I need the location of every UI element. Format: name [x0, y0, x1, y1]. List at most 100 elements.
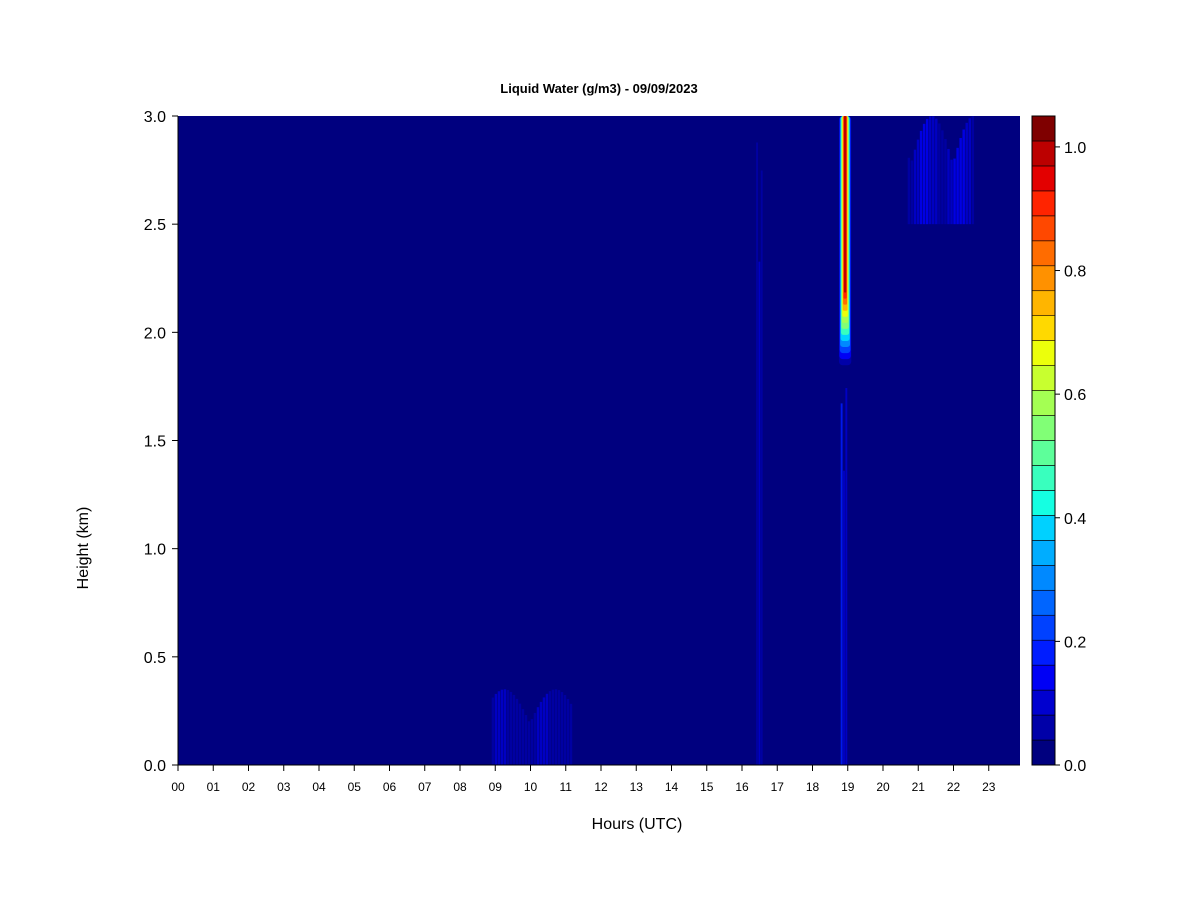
weak-echo-streak	[548, 691, 552, 765]
colorbar-swatch	[1031, 215, 1056, 242]
weak-echo-streak	[539, 701, 543, 765]
weak-echo-streak	[566, 699, 570, 765]
x-tick-label: 16	[735, 780, 749, 794]
colorbar-swatch	[1031, 165, 1056, 192]
weak-echo-streak	[536, 707, 540, 765]
weak-echo-streak	[971, 116, 975, 225]
plot-area	[178, 116, 1020, 765]
colorbar-tick-label: 0.2	[1064, 634, 1086, 651]
x-tick-label: 10	[524, 780, 538, 794]
colorbar-swatch	[1031, 415, 1056, 441]
x-tick-label: 18	[806, 780, 820, 794]
colorbar-swatch	[1031, 465, 1056, 491]
colorbar-swatch	[1031, 639, 1056, 666]
colorbar-swatch	[1031, 140, 1056, 167]
y-tick-label: 3.0	[144, 109, 166, 126]
weak-echo-streak	[913, 149, 917, 225]
weak-echo-streak	[503, 689, 507, 765]
colorbar: 0.0 0.2 0.4 0.6 0.8 1.0	[1031, 115, 1086, 775]
weak-echo-streak	[512, 694, 516, 765]
cloud-core-band	[843, 116, 847, 293]
y-axis: 0.0 0.5 1.0 1.5 2.0 2.5 3.0	[144, 109, 179, 775]
weak-echo-streak	[845, 388, 848, 765]
weak-echo-streak	[563, 695, 567, 765]
weak-echo-streak	[524, 715, 528, 765]
x-tick-label: 05	[348, 780, 362, 794]
x-tick-label: 17	[771, 780, 785, 794]
weak-echo-streak	[935, 118, 938, 225]
colorbar-swatch	[1031, 190, 1056, 217]
weak-echo-streak	[518, 703, 522, 765]
colorbar-tick-label: 0.0	[1064, 758, 1086, 775]
colorbar-swatch	[1031, 115, 1056, 142]
x-tick-label: 19	[841, 780, 855, 794]
colorbar-tick-label: 0.8	[1064, 264, 1086, 281]
colorbar-swatch	[1031, 340, 1056, 366]
colorbar-swatch	[1031, 240, 1056, 267]
x-tick-label: 20	[876, 780, 890, 794]
weak-echo-streak	[760, 170, 763, 765]
weak-echo-streak	[758, 261, 761, 765]
weak-echo-streak	[530, 719, 534, 765]
weak-echo-streak	[840, 403, 843, 765]
weak-echo-streak	[545, 693, 549, 765]
y-tick-label: 0.5	[144, 650, 166, 667]
weak-echo-streak	[521, 709, 525, 765]
weak-echo-streak	[756, 142, 758, 765]
x-tick-label: 04	[312, 780, 326, 794]
colorbar-swatch	[1031, 714, 1056, 741]
x-tick-label: 03	[277, 780, 291, 794]
x-tick-label: 23	[982, 780, 996, 794]
weak-echo-streak	[551, 689, 555, 765]
x-tick-label: 09	[489, 780, 503, 794]
weak-echo-streak	[542, 697, 546, 765]
y-tick-label: 0.0	[144, 758, 166, 775]
x-axis: 00 01 02 03 04 05 06 07 08 09 10 11 12 13 14 15 16 17 18 19…	[171, 764, 1020, 794]
colorbar-swatch	[1031, 515, 1056, 541]
x-axis-label: Hours (UTC)	[592, 816, 683, 833]
x-tick-label: 12	[594, 780, 608, 794]
colorbar-swatch	[1031, 664, 1056, 691]
x-tick-label: 02	[242, 780, 256, 794]
weak-echo-streak	[925, 118, 929, 225]
colorbar-swatch	[1031, 614, 1056, 641]
x-tick-label: 13	[630, 780, 644, 794]
weak-echo-streak	[941, 130, 944, 225]
x-tick-label: 08	[453, 780, 467, 794]
weak-echo-streak	[527, 721, 531, 765]
weak-echo-streak	[506, 690, 510, 765]
colorbar-swatch	[1031, 390, 1056, 416]
colorbar-swatch	[1031, 589, 1056, 616]
weak-echo-streak	[560, 692, 564, 765]
weak-echo-streak	[500, 689, 504, 765]
x-tick-label: 14	[665, 780, 679, 794]
colorbar-swatch	[1031, 540, 1056, 566]
weak-echo-streak	[962, 129, 965, 225]
weak-echo-streak	[491, 697, 495, 765]
weak-echo-streak	[932, 116, 935, 225]
colorbar-swatch	[1031, 290, 1056, 316]
weak-echo-streak	[916, 139, 920, 225]
colorbar-swatch	[1031, 565, 1056, 591]
weak-echo-streak	[569, 703, 573, 765]
weak-echo-streak	[938, 123, 941, 225]
colorbar-swatch	[1031, 365, 1056, 391]
chart-title: Liquid Water (g/m3) - 09/09/2023	[500, 81, 697, 96]
x-tick-label: 06	[383, 780, 397, 794]
y-tick-label: 2.5	[144, 217, 166, 234]
colorbar-tick-label: 0.4	[1064, 511, 1086, 528]
colorbar-tick-label: 0.6	[1064, 387, 1086, 404]
weak-echo-streak	[956, 147, 959, 225]
field-features	[491, 116, 975, 765]
x-tick-label: 21	[912, 780, 926, 794]
weak-echo-streak	[554, 689, 558, 765]
y-axis-label: Height (km)	[75, 507, 92, 590]
colorbar-swatch	[1031, 490, 1056, 516]
weak-echo-streak	[557, 690, 561, 765]
colorbar-swatch	[1031, 689, 1056, 716]
weak-echo-streak	[509, 691, 513, 765]
weak-echo-streak	[533, 712, 537, 765]
weak-echo-streak	[928, 116, 932, 225]
y-tick-label: 2.0	[144, 325, 166, 342]
weak-echo-streak	[910, 160, 914, 225]
